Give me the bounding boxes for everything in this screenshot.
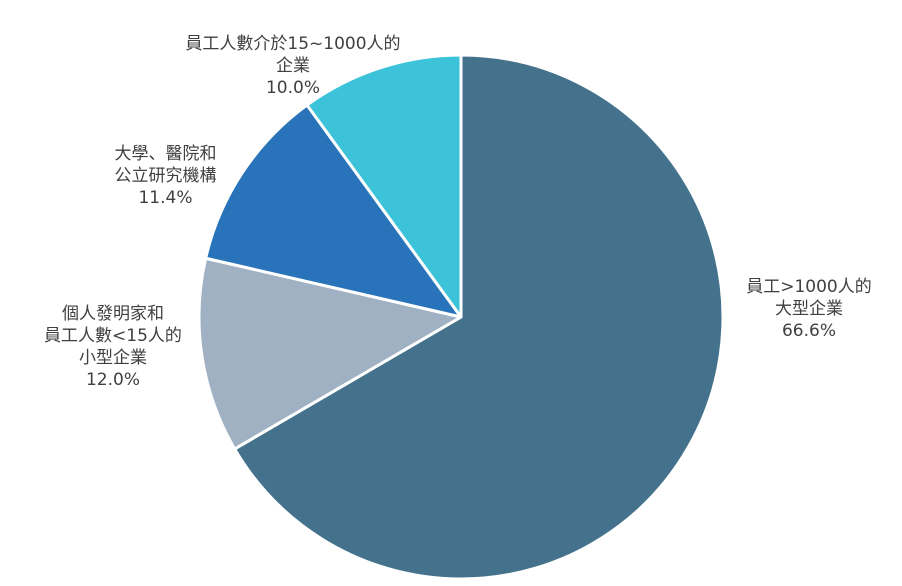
slice-label-line: 個人發明家和 (18, 303, 208, 325)
slice-label-line: 員工人數介於15~1000人的 (148, 33, 438, 55)
slice-label-public-research: 大學、醫院和 公立研究機構 11.4% (78, 143, 253, 209)
slice-label-line: 員工人數<15人的 (18, 325, 208, 347)
slice-label-line: 大型企業 (724, 298, 894, 320)
slice-label-line: 企業 (148, 55, 438, 77)
slice-label-mid-enterprise: 員工人數介於15~1000人的 企業 10.0% (148, 33, 438, 99)
slice-value-label: 10.0% (148, 77, 438, 99)
slice-value-label: 66.6% (724, 320, 894, 342)
slice-label-line: 員工>1000人的 (724, 276, 894, 298)
slice-label-line: 公立研究機構 (78, 165, 253, 187)
slice-label-line: 大學、醫院和 (78, 143, 253, 165)
slice-label-line: 小型企業 (18, 347, 208, 369)
slice-label-large-enterprise: 員工>1000人的 大型企業 66.6% (724, 276, 894, 342)
slice-value-label: 11.4% (78, 187, 253, 209)
slice-label-small-enterprise: 個人發明家和 員工人數<15人的 小型企業 12.0% (18, 303, 208, 391)
slice-value-label: 12.0% (18, 369, 208, 391)
